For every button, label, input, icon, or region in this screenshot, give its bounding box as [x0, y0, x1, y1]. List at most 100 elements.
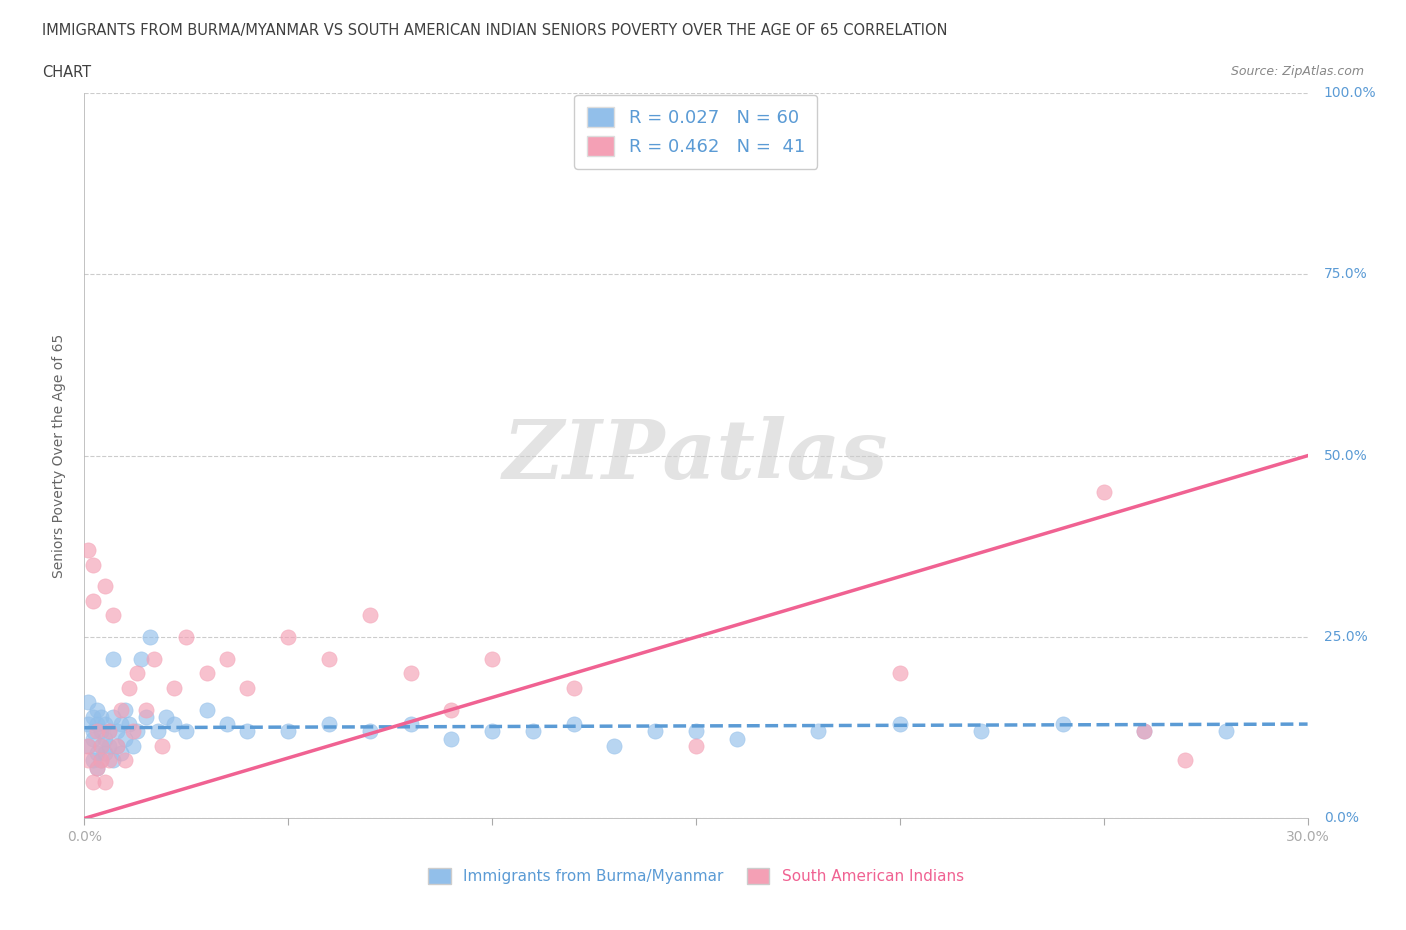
Point [82, 593, 104, 608]
Point [135, 702, 157, 717]
Point [97, 753, 120, 768]
Point [644, 724, 666, 738]
Point [236, 724, 259, 738]
Point [97, 738, 120, 753]
Point [114, 753, 136, 768]
Point [110, 746, 132, 761]
Point [127, 724, 149, 738]
Text: CHART: CHART [42, 65, 91, 80]
Legend: Immigrants from Burma/Myanmar, South American Indians: Immigrants from Burma/Myanmar, South Ame… [422, 862, 970, 891]
Point [155, 710, 177, 724]
Point [77, 717, 100, 732]
Point [105, 738, 128, 753]
Point [195, 666, 218, 681]
Point [110, 717, 132, 732]
Point [90, 753, 112, 768]
Point [97, 724, 120, 738]
Point [318, 651, 340, 666]
Point [277, 724, 299, 738]
Point [122, 738, 145, 753]
Point [93, 717, 115, 732]
Point [90, 724, 112, 738]
Text: 25.0%: 25.0% [1324, 630, 1368, 644]
Point [562, 717, 585, 732]
Point [174, 724, 197, 738]
Point [86, 760, 108, 775]
Point [481, 651, 503, 666]
Point [1133, 724, 1156, 738]
Point [318, 717, 340, 732]
Point [127, 666, 149, 681]
Point [522, 724, 544, 738]
Point [101, 710, 124, 724]
Point [77, 542, 100, 557]
Point [685, 724, 707, 738]
Text: ZIPatlas: ZIPatlas [503, 416, 889, 496]
Point [114, 731, 136, 746]
Point [142, 651, 165, 666]
Point [118, 681, 141, 696]
Point [1215, 724, 1237, 738]
Point [359, 724, 381, 738]
Point [131, 651, 153, 666]
Point [93, 746, 115, 761]
Point [440, 702, 463, 717]
Point [86, 724, 108, 738]
Point [90, 753, 112, 768]
Point [77, 695, 100, 710]
Point [93, 578, 115, 593]
Point [86, 702, 108, 717]
Point [163, 717, 186, 732]
Text: IMMIGRANTS FROM BURMA/MYANMAR VS SOUTH AMERICAN INDIAN SENIORS POVERTY OVER THE : IMMIGRANTS FROM BURMA/MYANMAR VS SOUTH A… [42, 23, 948, 38]
Point [217, 717, 239, 732]
Point [114, 702, 136, 717]
Point [359, 608, 381, 623]
Point [481, 724, 503, 738]
Point [562, 681, 585, 696]
Point [889, 666, 911, 681]
Point [82, 775, 104, 790]
Point [105, 724, 128, 738]
Point [889, 717, 911, 732]
Point [86, 717, 108, 732]
Point [105, 738, 128, 753]
Point [110, 702, 132, 717]
Point [77, 738, 100, 753]
Point [101, 651, 124, 666]
Y-axis label: Seniors Poverty Over the Age of 65: Seniors Poverty Over the Age of 65 [52, 334, 66, 578]
Point [82, 753, 104, 768]
Point [82, 724, 104, 738]
Point [82, 731, 104, 746]
Point [93, 775, 115, 790]
Point [725, 731, 748, 746]
Text: 100.0%: 100.0% [1324, 86, 1376, 100]
Point [82, 557, 104, 572]
Point [122, 724, 145, 738]
Point [118, 717, 141, 732]
Point [1052, 717, 1074, 732]
Point [101, 753, 124, 768]
Point [101, 608, 124, 623]
Point [399, 666, 422, 681]
Point [77, 738, 100, 753]
Text: Source: ZipAtlas.com: Source: ZipAtlas.com [1230, 65, 1364, 78]
Point [236, 681, 259, 696]
Point [150, 738, 173, 753]
Point [90, 738, 112, 753]
Text: 75.0%: 75.0% [1324, 267, 1368, 282]
Point [1092, 485, 1115, 499]
Point [1133, 724, 1156, 738]
Point [138, 630, 160, 644]
Point [93, 731, 115, 746]
Point [146, 724, 169, 738]
Point [807, 724, 830, 738]
Point [86, 760, 108, 775]
Point [77, 753, 100, 768]
Point [277, 630, 299, 644]
Point [685, 738, 707, 753]
Point [174, 630, 197, 644]
Point [163, 681, 186, 696]
Point [90, 738, 112, 753]
Text: 0.0%: 0.0% [1324, 811, 1358, 826]
Text: 50.0%: 50.0% [1324, 448, 1368, 463]
